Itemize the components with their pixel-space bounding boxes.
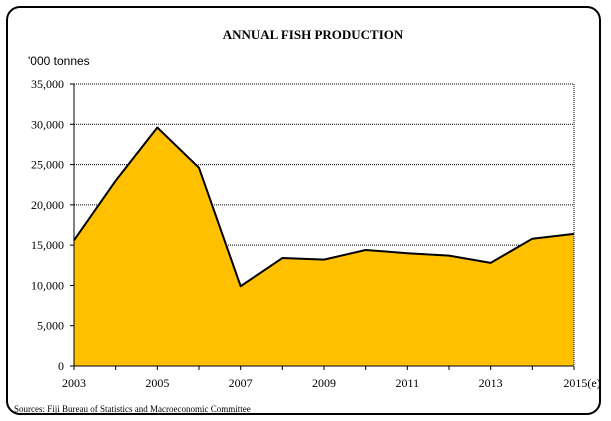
x-tick-label: 2009 — [312, 376, 336, 390]
chart-title: ANNUAL FISH PRODUCTION — [223, 27, 404, 42]
area-fill — [74, 127, 574, 366]
x-tick-label: 2003 — [62, 376, 86, 390]
x-tick-label: 2011 — [396, 376, 420, 390]
area-line — [73, 126, 575, 288]
source-note: Sources: Fiji Bureau of Statistics and M… — [14, 404, 251, 414]
x-tick-label: 2007 — [229, 376, 253, 390]
y-tick-label: 30,000 — [31, 117, 64, 131]
area-series — [73, 126, 575, 366]
y-axis-unit-label: '000 tonnes — [28, 54, 90, 68]
y-tick-label: 20,000 — [31, 198, 64, 212]
y-tick-labels: 0 5,000 10,000 15,000 20,000 25,000 30,000 35,0… — [31, 77, 74, 373]
x-tick-labels: 2003 2005 2007 2009 2011 2013 2015(e) — [62, 366, 601, 390]
y-tick-label: 15,000 — [31, 238, 64, 252]
x-tick-label: 2013 — [479, 376, 503, 390]
y-tick-label: 0 — [58, 359, 64, 373]
y-tick-label: 5,000 — [37, 319, 64, 333]
y-tick-label: 10,000 — [31, 278, 64, 292]
y-tick-label: 35,000 — [31, 77, 64, 91]
x-tick-label: 2005 — [145, 376, 169, 390]
y-tick-label: 25,000 — [31, 158, 64, 172]
x-tick-label: 2015(e) — [563, 376, 600, 390]
